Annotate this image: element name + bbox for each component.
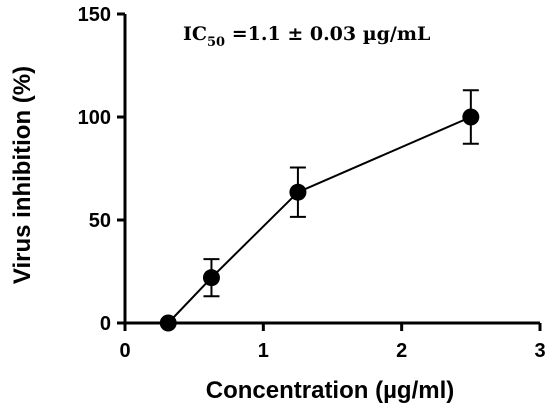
x-tick-label: 1 [258, 340, 269, 362]
ic50-value: =1.1 ± 0.03 µg/mL [225, 23, 430, 45]
ic50-subscript: 50 [207, 35, 225, 50]
data-point [159, 314, 177, 332]
data-point [289, 183, 307, 201]
ic50-annotation: IC50 =1.1 ± 0.03 µg/mL [183, 23, 430, 50]
series-group [159, 89, 480, 332]
y-tick-label: 50 [89, 210, 111, 232]
x-tick-label: 0 [119, 340, 130, 362]
x-axis-title: Concentration (µg/ml) [206, 377, 454, 404]
data-point [202, 269, 220, 287]
y-axis-title: Virus inhibition (%) [9, 66, 36, 284]
x-tick-label: 2 [396, 340, 407, 362]
y-tick-label: 100 [78, 107, 111, 129]
series-line [167, 116, 472, 324]
x-tick-label: 3 [534, 340, 545, 362]
axes: 0 1 2 3 0 50 100 150 [78, 4, 546, 362]
y-tick-label: 150 [78, 4, 111, 26]
ic50-prefix: IC [183, 23, 207, 45]
y-tick-label: 0 [100, 313, 111, 335]
data-point [462, 108, 480, 126]
